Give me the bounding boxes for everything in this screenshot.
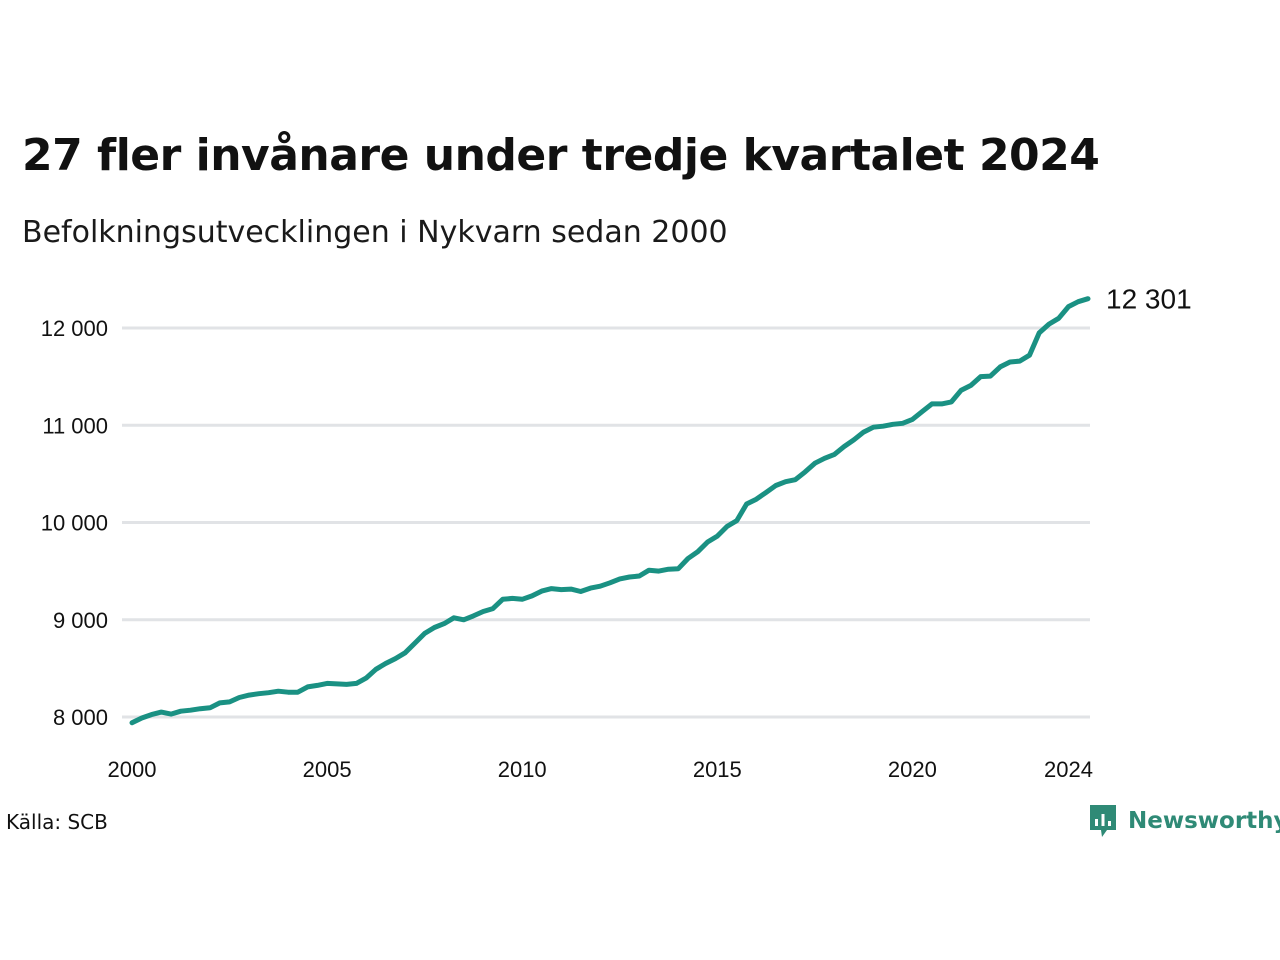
end-value-label: 12 301	[1106, 284, 1192, 315]
y-tick-label: 9 000	[53, 608, 108, 633]
y-tick-label: 11 000	[42, 413, 108, 438]
x-tick-label: 2020	[888, 757, 937, 782]
source-note: Källa: SCB	[6, 810, 108, 834]
y-tick-label: 12 000	[41, 316, 108, 341]
x-tick-label: 2000	[108, 757, 157, 782]
x-tick-label: 2015	[693, 757, 742, 782]
chart-title: 27 fler invånare under tredje kvartalet …	[22, 130, 1100, 181]
x-axis-ticks: 2000 2005 2010 2015 2020 2024	[108, 757, 1093, 782]
chart-subtitle: Befolkningsutvecklingen i Nykvarn sedan …	[22, 215, 728, 250]
y-tick-label: 8 000	[53, 705, 108, 730]
gridlines	[122, 326, 1090, 719]
y-tick-label: 10 000	[41, 511, 108, 536]
line-chart: 8 000 9 000 10 000 11 000 12 000 2000 2005 201…	[41, 284, 1192, 782]
population-line	[129, 296, 1091, 726]
y-axis-ticks: 8 000 9 000 10 000 11 000 12 000	[41, 316, 108, 730]
newsworthy-logo-icon	[1090, 805, 1116, 837]
brand-logo: Newsworthy	[1088, 803, 1280, 839]
x-tick-label: 2010	[498, 757, 547, 782]
x-tick-label: 2024	[1044, 757, 1093, 782]
x-tick-label: 2005	[303, 757, 352, 782]
brand-name: Newsworthy	[1128, 808, 1280, 834]
